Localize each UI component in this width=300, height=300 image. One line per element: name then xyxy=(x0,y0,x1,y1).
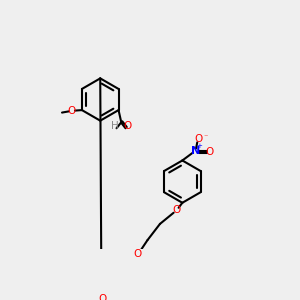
Text: O: O xyxy=(99,294,107,300)
Text: O: O xyxy=(206,147,214,157)
Text: H: H xyxy=(111,121,119,131)
Text: O: O xyxy=(68,106,76,116)
Text: ⁻: ⁻ xyxy=(203,132,208,141)
Text: O: O xyxy=(123,121,131,131)
Text: O: O xyxy=(194,134,202,144)
Text: O: O xyxy=(134,249,142,259)
Text: +: + xyxy=(196,143,202,149)
Text: N: N xyxy=(191,146,201,155)
Text: O: O xyxy=(172,205,180,215)
